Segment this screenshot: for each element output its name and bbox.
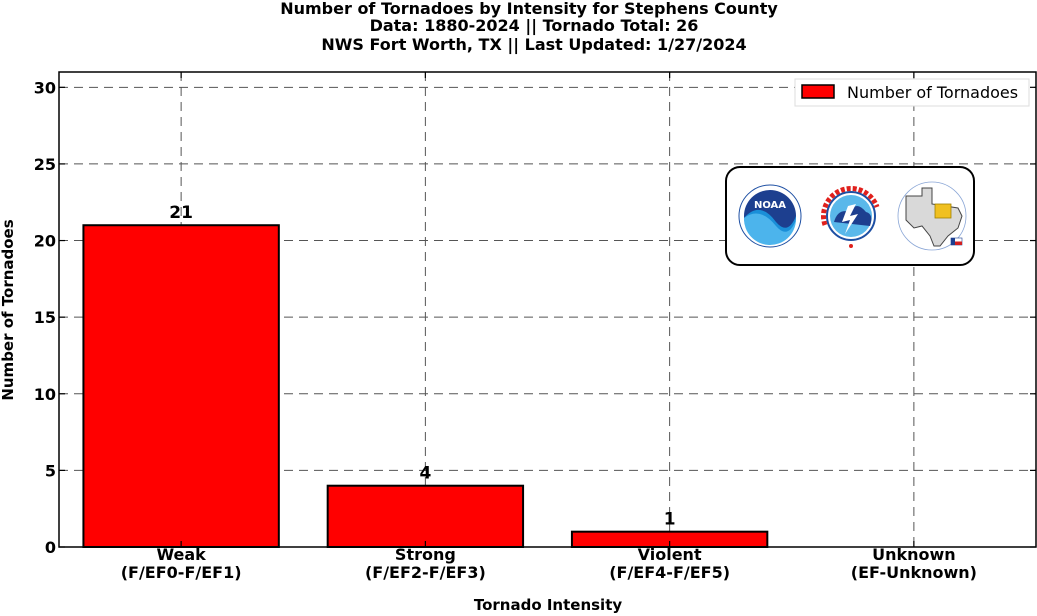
x-tick-label-line-1: Unknown [872, 545, 956, 564]
bar-value-labels: 21 4 1 [169, 203, 675, 529]
chart-title-line-1: Number of Tornadoes by Intensity for Ste… [280, 0, 778, 18]
y-tick-label: 5 [45, 461, 56, 480]
y-tick-label: 30 [34, 78, 56, 97]
bar [82, 224, 280, 548]
noaa-logo-text: NOAA [754, 200, 786, 211]
nws-fort-worth-texas-logo-icon [897, 181, 967, 251]
noaa-logo-icon: NOAA [738, 184, 802, 248]
y-axis-ticks: 0 5 10 15 20 25 30 [34, 78, 1036, 557]
x-tick-label-line-1: Weak [156, 545, 206, 564]
bar [326, 484, 525, 549]
x-axis-label: Tornado Intensity [474, 596, 623, 614]
chart-title-line-2: Data: 1880-2024 || Tornado Total: 26 [370, 16, 699, 36]
y-tick-label: 10 [34, 385, 56, 404]
x-tick-label-line-1: Violent [638, 545, 702, 564]
agency-logos: NOAA [725, 166, 975, 266]
x-tick-label-line-2: (F/EF0-F/EF1) [121, 563, 242, 582]
legend: Number of Tornadoes [794, 78, 1030, 107]
national-weather-service-logo-icon [819, 184, 883, 248]
bar-value-label: 21 [169, 203, 193, 223]
bar-value-label: 1 [664, 510, 676, 530]
plot-frame [58, 71, 1037, 548]
y-tick-label: 20 [34, 232, 56, 251]
y-tick-label: 25 [34, 155, 56, 174]
y-axis-label: Number of Tornadoes [0, 219, 17, 400]
x-tick-label-line-1: Strong [395, 545, 456, 564]
bar-value-label: 4 [419, 464, 431, 484]
chart-title: Number of Tornadoes by Intensity for Ste… [280, 0, 778, 55]
x-axis-ticks: Weak(F/EF0-F/EF1) Strong(F/EF2-F/EF3) Viol… [121, 72, 977, 582]
y-tick-label: 15 [34, 308, 56, 327]
x-tick-label-line-2: (EF-Unknown) [851, 563, 977, 582]
legend-swatch [801, 84, 835, 99]
x-tick-label-line-2: (F/EF2-F/EF3) [365, 563, 486, 582]
chart-title-line-3: NWS Fort Worth, TX || Last Updated: 1/27… [321, 35, 746, 55]
y-tick-label: 0 [45, 538, 56, 557]
x-tick-label-line-2: (F/EF4-F/EF5) [609, 563, 730, 582]
legend-label: Number of Tornadoes [847, 83, 1018, 102]
